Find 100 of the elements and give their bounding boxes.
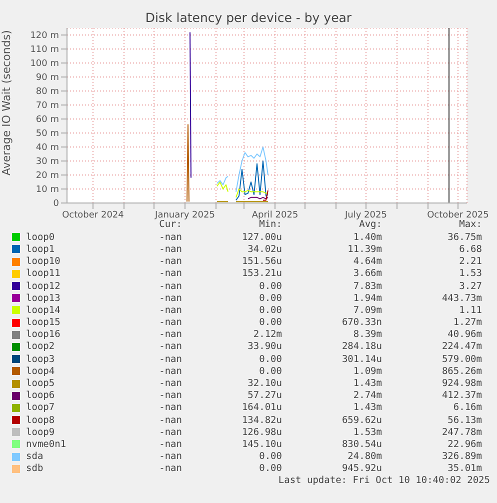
text: 7.09m (352, 304, 382, 316)
text: -nan (158, 232, 182, 243)
text: -nan (158, 256, 182, 268)
text: 134.82u (240, 414, 282, 426)
legend-label: loop12 (26, 280, 62, 292)
text: 0.00 (258, 463, 282, 474)
text: 56.13m (446, 414, 482, 426)
legend-label: loop11 (26, 268, 62, 280)
text: -nan (158, 451, 182, 462)
legend-label: sda (26, 451, 44, 462)
legend-label: loop2 (26, 341, 56, 352)
text: 1.40m (352, 232, 382, 243)
text: -nan (158, 329, 182, 340)
x-tick-label: January 2025 (154, 210, 215, 220)
text: Min: (259, 219, 282, 232)
legend-label: loop16 (26, 329, 62, 340)
text: 33.90u (246, 341, 282, 352)
text: 3.27 (458, 280, 482, 292)
text: -nan (158, 378, 182, 390)
text: Avg: (359, 219, 382, 232)
legend-label: loop1 (26, 244, 56, 255)
text: 164.01u (240, 402, 282, 414)
text: 57.27u (246, 390, 282, 402)
text: 4.64m (352, 256, 382, 268)
text: 247.78m (440, 426, 482, 438)
y-tick-label: 0 (53, 199, 60, 210)
text: Last update: Fri Oct 10 10:40:02 2025 (277, 474, 490, 486)
text: 0.00 (258, 304, 282, 316)
text: -nan (158, 426, 182, 438)
y-tick-label: 50 m (36, 129, 59, 140)
y-tick-label: 110 m (30, 45, 59, 56)
text: 659.62u (340, 414, 382, 426)
legend-label: loop10 (26, 256, 62, 268)
text: 145.10u (240, 438, 282, 450)
text: 2.12m (252, 329, 282, 340)
text: 1.94m (352, 292, 382, 304)
legend-label: sdb (26, 463, 44, 474)
text: -nan (158, 354, 182, 365)
y-tick-label: 100 m (30, 59, 59, 70)
text: 7.83m (352, 280, 382, 292)
text: 0.00 (258, 451, 282, 462)
text: 32.10u (246, 378, 282, 390)
x-tick-label: October 2024 (62, 210, 124, 220)
text: Cur: (159, 219, 182, 232)
y-tick-label: 60 m (36, 115, 59, 126)
text: -nan (158, 402, 182, 414)
text: 670.33n (340, 317, 382, 328)
text: 865.26m (440, 366, 482, 377)
y-tick-label: 90 m (36, 73, 59, 84)
text: 6.16m (452, 402, 482, 414)
text: 8.39m (352, 329, 382, 340)
text: -nan (158, 366, 182, 377)
text: 326.89m (440, 451, 482, 462)
legend-label: loop5 (26, 378, 56, 390)
text: 224.47m (440, 341, 482, 352)
legend-label: loop14 (26, 304, 62, 316)
text: 2.21 (458, 256, 482, 268)
y-tick-label: 80 m (36, 87, 59, 98)
text: 924.98m (440, 378, 482, 390)
text: -nan (158, 304, 182, 316)
text: 6.68 (458, 244, 482, 255)
text: 24.80m (346, 451, 382, 462)
text: 0.00 (258, 366, 282, 377)
text: 1.11 (458, 304, 482, 316)
text: -nan (158, 280, 182, 292)
text: Max: (458, 219, 482, 232)
y-axis-title: Average IO Wait (seconds) (0, 30, 13, 176)
text: -nan (158, 292, 182, 304)
text: 301.14u (340, 354, 382, 365)
legend-label: nvme0n1 (26, 438, 68, 450)
text: 412.37m (440, 390, 482, 402)
y-tick-label: 20 m (36, 171, 59, 182)
text: 1.43m (352, 378, 382, 390)
text: 2.74m (352, 390, 382, 402)
text: -nan (158, 341, 182, 352)
y-tick-label: 70 m (36, 101, 59, 112)
text: -nan (158, 438, 182, 450)
y-tick-label: 30 m (36, 157, 59, 168)
text: 1.53 (458, 268, 482, 280)
y-tick-label: 120 m (30, 31, 59, 42)
text: -nan (158, 414, 182, 426)
text: 35.01m (446, 463, 482, 474)
legend-label: loop9 (26, 426, 56, 438)
text: 1.43m (352, 402, 382, 414)
text: -nan (158, 317, 182, 328)
legend-label: loop15 (26, 317, 62, 328)
chart-title: Disk latency per device - by year (144, 10, 353, 25)
text: 127.00u (240, 232, 282, 243)
text: -nan (158, 268, 182, 280)
text: -nan (158, 390, 182, 402)
text: 0.00 (258, 280, 282, 292)
legend-label: loop0 (26, 232, 56, 243)
text: 3.66m (352, 268, 382, 280)
text: 1.53m (352, 426, 382, 438)
text: 36.75m (446, 232, 482, 243)
legend-label: loop4 (26, 366, 56, 377)
x-tick-label: October 2025 (427, 210, 489, 220)
y-tick-label: 10 m (36, 185, 59, 196)
x-tick-label: July 2025 (344, 210, 387, 220)
text: 34.02u (246, 244, 282, 255)
